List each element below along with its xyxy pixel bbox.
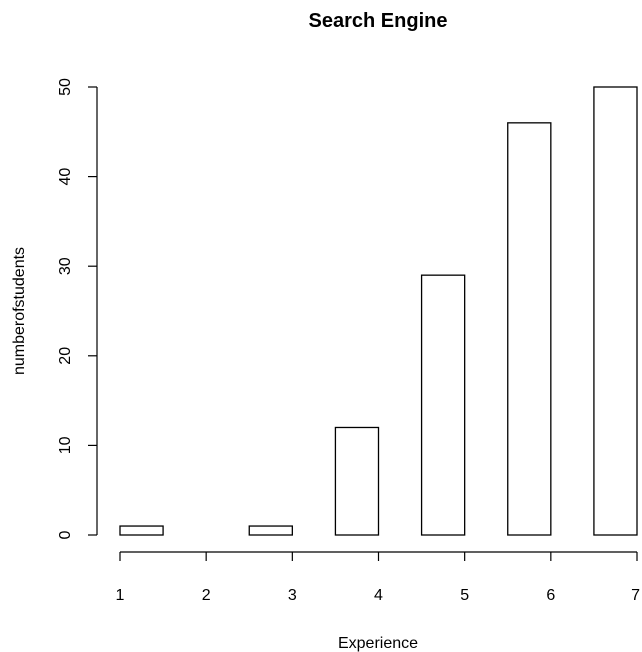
y-tick-label: 30 xyxy=(57,257,74,275)
x-tick-label: 7 xyxy=(631,587,640,604)
y-tick-label: 50 xyxy=(57,78,74,96)
x-axis: 1 2 3 4 5 6 7 xyxy=(116,551,640,604)
x-tick-label: 5 xyxy=(460,587,469,604)
x-tick-label: 2 xyxy=(202,587,211,604)
histogram-bar xyxy=(334,426,380,536)
x-tick-label: 1 xyxy=(116,587,125,604)
y-tick-label: 40 xyxy=(57,168,74,186)
x-axis-label: Experience xyxy=(338,635,418,652)
x-tick-label: 3 xyxy=(288,587,297,604)
y-tick-label: 20 xyxy=(57,347,74,365)
histogram-bar xyxy=(248,525,293,536)
x-tick-label: 4 xyxy=(374,587,383,604)
bars-layer xyxy=(119,86,638,536)
y-tick-label: 10 xyxy=(57,436,74,454)
y-tick-label: 0 xyxy=(57,530,74,539)
x-tick-label: 6 xyxy=(546,587,555,604)
y-axis-label: numberofstudents xyxy=(11,247,28,375)
histogram-bar xyxy=(593,86,638,536)
y-axis: 0 10 20 30 40 50 xyxy=(57,78,98,539)
histogram-bar xyxy=(420,274,466,536)
histogram-bar xyxy=(119,525,164,536)
histogram-bar xyxy=(507,122,552,536)
chart-title: Search Engine xyxy=(309,10,448,32)
